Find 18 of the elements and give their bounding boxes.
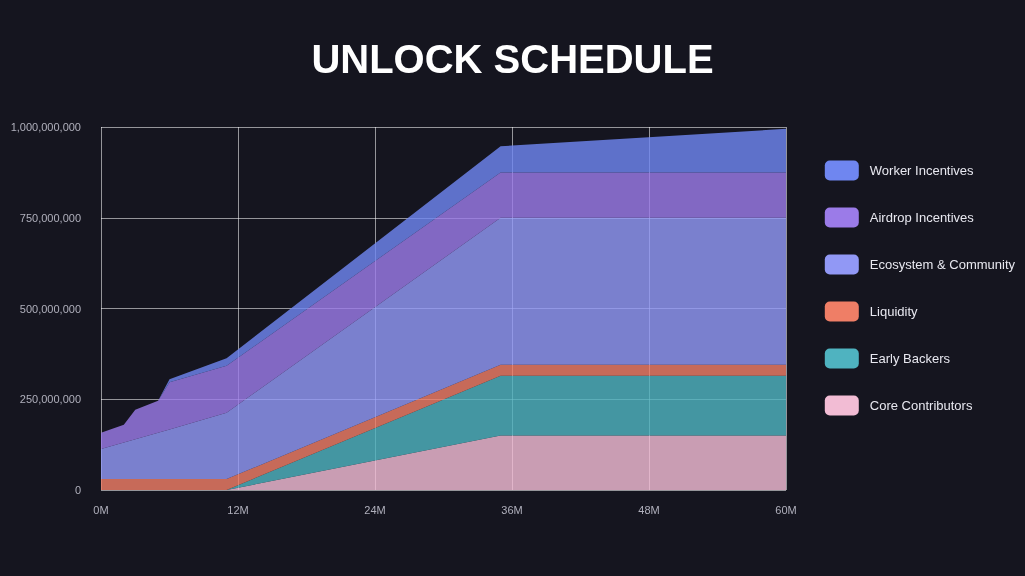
legend-label: Airdrop Incentives bbox=[869, 210, 975, 225]
x-tick-label: 0M bbox=[93, 503, 109, 516]
legend-label: Early Backers bbox=[869, 351, 951, 366]
legend-label: Ecosystem & Community bbox=[869, 257, 1016, 272]
y-tick-label: 250,000,000 bbox=[19, 393, 81, 406]
y-tick-label: 500,000,000 bbox=[19, 302, 81, 315]
x-tick-label: 12M bbox=[227, 503, 249, 516]
legend-label: Worker Incentives bbox=[869, 163, 975, 178]
chart-title: UNLOCK SCHEDULE bbox=[311, 37, 714, 81]
x-tick-label: 48M bbox=[638, 503, 660, 516]
y-tick-label: 750,000,000 bbox=[19, 211, 81, 224]
y-tick-label: 0 bbox=[74, 484, 81, 496]
legend-label: Core Contributors bbox=[869, 398, 973, 413]
x-tick-label: 36M bbox=[501, 503, 523, 516]
x-tick-label: 24M bbox=[364, 503, 386, 516]
y-tick-label: 1,000,000,000 bbox=[10, 121, 81, 133]
x-tick-label: 60M bbox=[775, 503, 797, 516]
legend-label: Liquidity bbox=[869, 304, 918, 319]
